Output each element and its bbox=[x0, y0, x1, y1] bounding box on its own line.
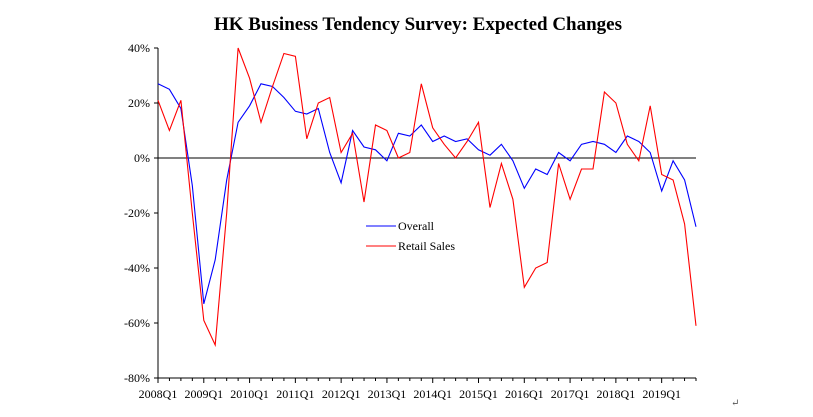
y-tick-label: -20% bbox=[124, 206, 150, 220]
y-tick-label: 20% bbox=[128, 96, 150, 110]
y-tick-label: -60% bbox=[124, 316, 150, 330]
y-tick-label: 40% bbox=[128, 41, 150, 55]
x-tick-label: 2011Q1 bbox=[276, 387, 314, 401]
x-tick-label: 2008Q1 bbox=[139, 387, 178, 401]
x-tick-label: 2019Q1 bbox=[642, 387, 681, 401]
legend-label-retail-sales: Retail Sales bbox=[398, 239, 455, 253]
x-tick-label: 2018Q1 bbox=[597, 387, 636, 401]
series-line-retail-sales bbox=[157, 47, 697, 348]
y-tick-label: -40% bbox=[124, 261, 150, 275]
legend-label-overall: Overall bbox=[398, 219, 435, 233]
chart-axes: 40% 20% 0% -20% -40% -60% -80% 2008Q1 2009Q1 2010… bbox=[124, 41, 697, 401]
y-tick-label: -80% bbox=[124, 371, 150, 385]
chart-title: HK Business Tendency Survey: Expected Ch… bbox=[214, 14, 622, 35]
x-tick-label: 2015Q1 bbox=[459, 387, 498, 401]
x-tick-label: 2016Q1 bbox=[505, 387, 544, 401]
series-layer bbox=[157, 47, 697, 348]
x-tick-label: 2009Q1 bbox=[184, 387, 223, 401]
paragraph-return-mark: ↵ bbox=[731, 398, 739, 409]
series-line-overall bbox=[157, 83, 697, 304]
x-tick-label: 2014Q1 bbox=[413, 387, 452, 401]
x-tick-label: 2017Q1 bbox=[551, 387, 590, 401]
y-tick-label: 0% bbox=[134, 151, 150, 165]
chart-legend: Overall Retail Sales bbox=[366, 219, 455, 253]
x-tick-label: 2012Q1 bbox=[322, 387, 361, 401]
x-tick-label: 2010Q1 bbox=[230, 387, 269, 401]
x-tick-label: 2013Q1 bbox=[368, 387, 407, 401]
